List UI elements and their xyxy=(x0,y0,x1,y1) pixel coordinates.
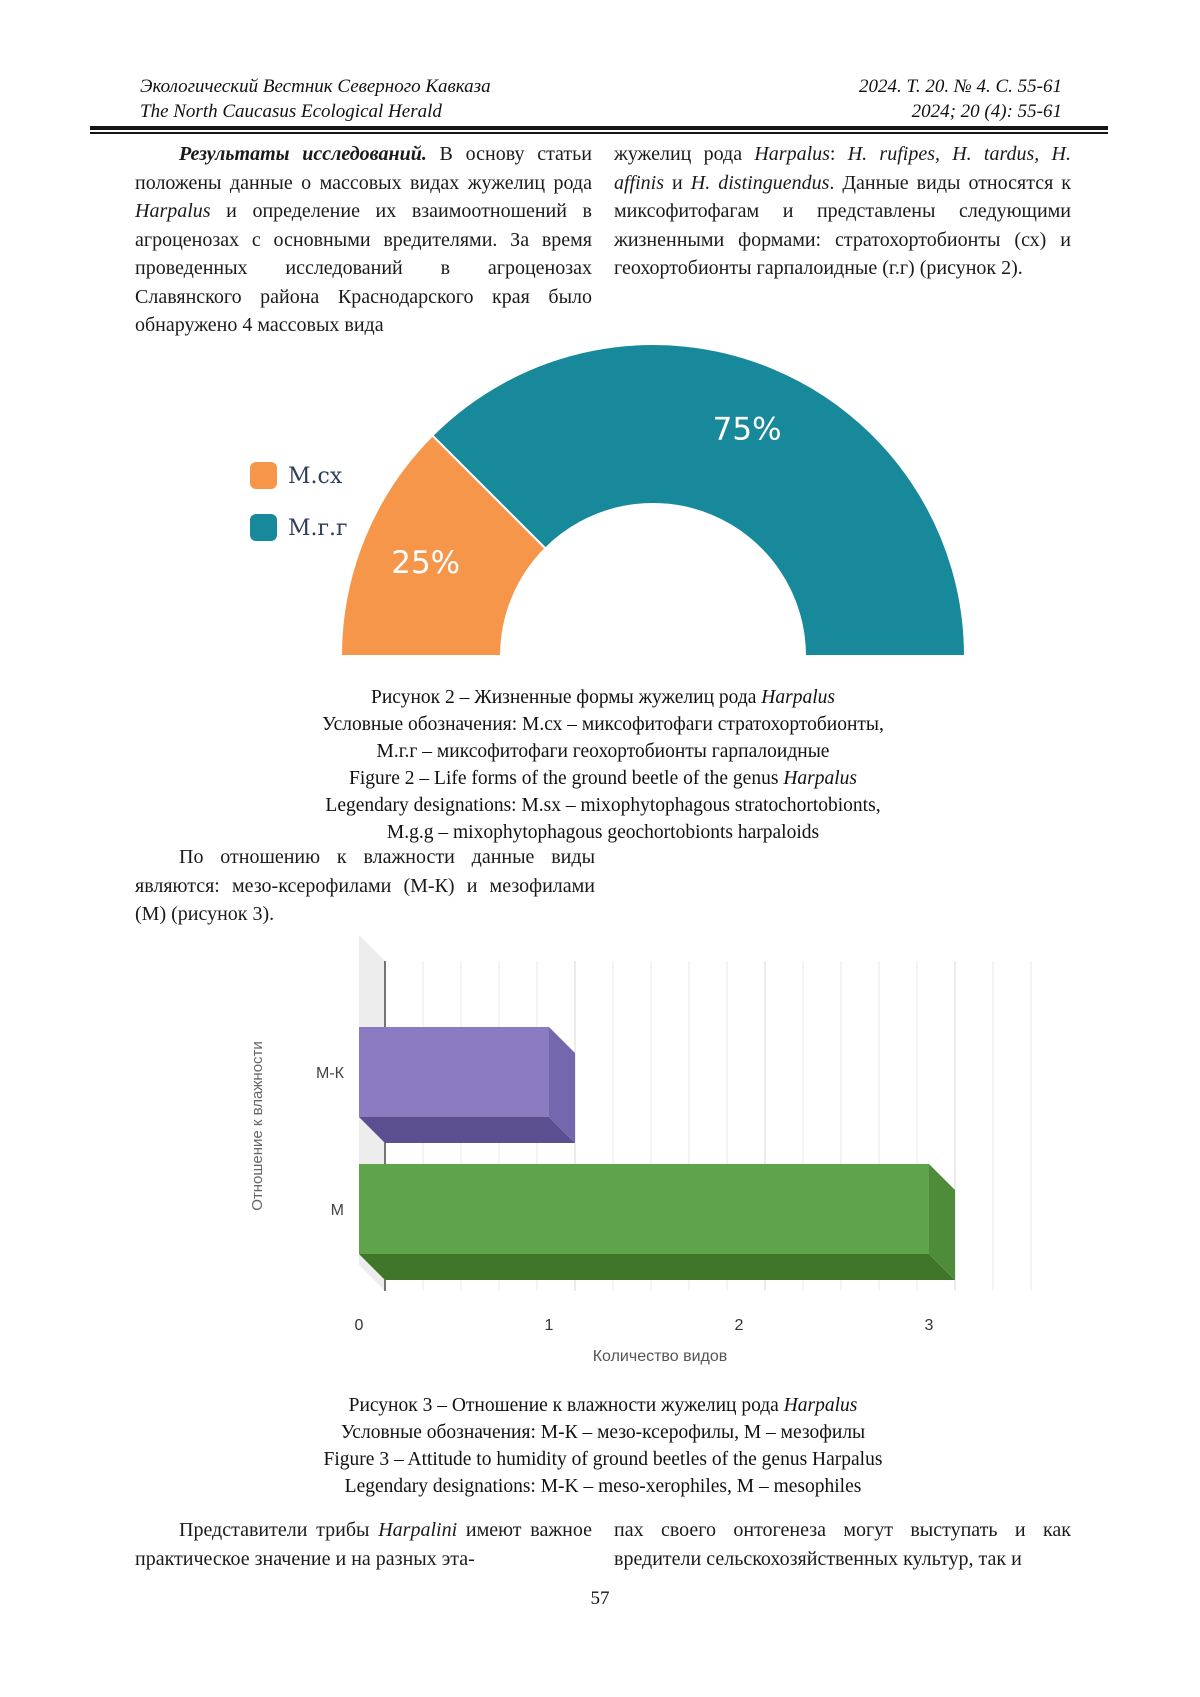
header-rule-thin xyxy=(90,132,1108,134)
bar-side-face-М xyxy=(929,1164,955,1280)
bar-М xyxy=(359,1164,929,1254)
bar-bottom-face-М xyxy=(359,1254,955,1280)
figure2-caption: Рисунок 2 – Жизненные формы жужелиц рода… xyxy=(135,684,1071,846)
caption-line: М.г.г – миксофитофаги геохортобионты гар… xyxy=(376,741,830,762)
journal-title-ru: Экологический Вестник Северного Кавказа xyxy=(140,76,491,97)
caption-line: Условные обозначения: М-К – мезо-ксерофи… xyxy=(340,1422,866,1443)
paragraph-results: Результаты исследований. В основу статьи… xyxy=(135,140,1071,340)
paragraph-harpalini: Представители трибы Harpalini имеют важн… xyxy=(135,1516,1071,1573)
caption-line: Legendary designations: M-K – meso-xerop… xyxy=(344,1476,862,1497)
legend-label: М.г.г xyxy=(288,516,348,541)
x-tick-label: 0 xyxy=(355,1317,364,1334)
bar-М-К xyxy=(359,1027,549,1117)
figure2-half-donut-chart: 25% 75% М.сх М.г.г xyxy=(250,343,967,657)
caption-line: M.g.g – mixophytophagous geochortobionts… xyxy=(386,822,820,843)
figure3-bar-chart: М-К М 0 1 2 3 Количество видов Отношение к влаж… xyxy=(249,935,1032,1365)
page-number: 57 xyxy=(590,1588,610,1609)
x-tick-label: 3 xyxy=(925,1317,934,1334)
donut-percent-label: 25% xyxy=(391,545,460,581)
caption-line: Figure 3 – Attitude to humidity of groun… xyxy=(323,1449,883,1470)
caption-line: Legendary designations: M.sx – mixophyto… xyxy=(325,795,881,816)
caption-line: Рисунок 2 – Жизненные формы жужелиц рода… xyxy=(371,687,835,708)
issue-info-ru: 2024. Т. 20. № 4. С. 55-61 xyxy=(858,76,1062,97)
figure3-caption: Рисунок 3 – Отношение к влажности жужели… xyxy=(135,1392,1071,1500)
y-axis-title: Отношение к влажности xyxy=(249,1041,266,1211)
journal-header-right: 2024. Т. 20. № 4. С. 55-61 2024; 20 (4):… xyxy=(859,74,1062,124)
caption-line: Figure 2 – Life forms of the ground beet… xyxy=(349,768,857,789)
x-tick-label: 2 xyxy=(735,1317,744,1334)
caption-line: Рисунок 3 – Отношение к влажности жужели… xyxy=(348,1395,858,1416)
x-axis-title: Количество видов xyxy=(593,1348,728,1365)
x-tick-label: 1 xyxy=(545,1317,554,1334)
donut-slice-М.г.г xyxy=(430,343,967,657)
journal-header-left: Экологический Вестник Северного Кавказа … xyxy=(140,74,491,124)
donut-slice-М.сх xyxy=(339,433,547,657)
bar-bottom-face-М-К xyxy=(359,1117,575,1143)
legend-swatch-М.сх xyxy=(250,462,277,489)
issue-info-en: 2024; 20 (4): 55-61 xyxy=(911,101,1062,122)
legend-label: М.сх xyxy=(288,464,343,489)
category-label: М-К xyxy=(316,1065,345,1082)
bar-side-face-М-К xyxy=(549,1027,575,1143)
header-rule-thick xyxy=(90,126,1108,130)
paragraph-results-left-column: Результаты исследований. В основу статьи… xyxy=(135,143,592,336)
category-label: М xyxy=(331,1202,344,1219)
paragraph-results-right-column: жужелиц рода Harpalus: H. rufipes, H. ta… xyxy=(614,143,1072,279)
journal-title-en: The North Caucasus Ecological Herald xyxy=(140,101,442,122)
paragraph-harpalini-left-column: Представители трибы Harpalini имеют важн… xyxy=(135,1519,593,1570)
paragraph-humidity: По отношению к влажности данные виды явл… xyxy=(135,846,595,925)
caption-line: Условные обозначения: М.сх – миксофитофа… xyxy=(322,714,884,735)
legend-swatch-М.г.г xyxy=(250,514,277,541)
paragraph-harpalini-right-column: пах своего онтогенеза могут выступать и … xyxy=(614,1519,1071,1570)
donut-percent-label: 75% xyxy=(713,412,782,448)
